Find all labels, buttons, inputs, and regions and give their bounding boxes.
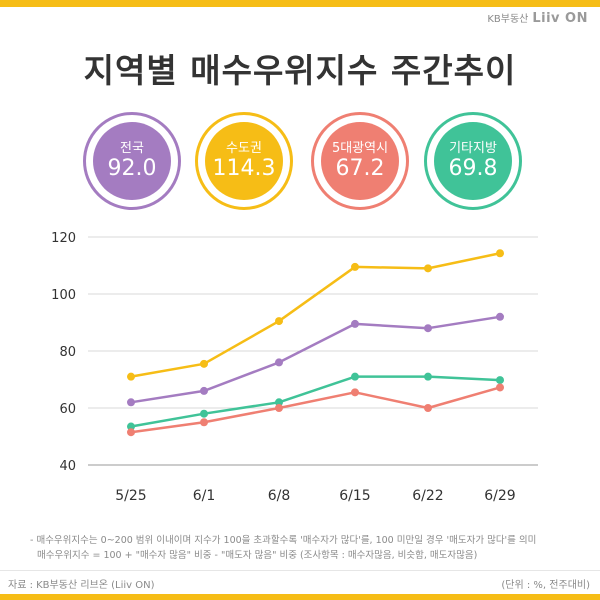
y-tick-label: 80 — [59, 345, 76, 360]
data-point — [424, 264, 432, 273]
data-point — [424, 404, 432, 412]
data-point — [200, 359, 208, 368]
badge-capital-area: 수도권 114.3 — [195, 112, 293, 210]
page-title: 지역별 매수우위지수 주간추이 — [83, 51, 517, 90]
data-point — [127, 398, 135, 407]
badge-other-regions-label: 기타지방 — [449, 140, 497, 156]
badge-other-regions: 기타지방 69.8 — [424, 112, 522, 210]
badge-other-regions-value: 69.8 — [448, 155, 498, 181]
y-tick-label: 60 — [59, 402, 76, 417]
data-point — [351, 319, 359, 328]
brand-logo: KB부동산 Liiv ON — [487, 10, 588, 26]
badge-capital-area-circle: 수도권 114.3 — [205, 122, 283, 200]
footnote-line-2: 매수우위지수 = 100 + "매수자 많음" 비중 - "매도자 많음" 비중… — [37, 550, 478, 561]
data-point — [496, 376, 504, 385]
data-point — [127, 422, 135, 431]
badge-metro-cities-circle: 5대광역시 67.2 — [321, 122, 399, 200]
badge-metro-cities: 5대광역시 67.2 — [311, 112, 409, 210]
x-tick-label: 6/1 — [193, 488, 216, 504]
badge-nationwide-value: 92.0 — [107, 155, 157, 181]
y-tick-label: 40 — [59, 459, 76, 474]
badge-metro-cities-label: 5대광역시 — [331, 140, 389, 156]
data-point — [351, 262, 359, 271]
y-tick-label: 100 — [51, 288, 76, 303]
data-point — [275, 398, 283, 407]
series-line — [130, 386, 501, 434]
data-point — [496, 312, 504, 321]
data-point — [200, 409, 208, 418]
badge-nationwide-circle: 전국 92.0 — [93, 122, 171, 200]
x-tick-label: 6/15 — [339, 488, 370, 504]
badge-nationwide: 전국 92.0 — [83, 112, 181, 210]
x-tick-label: 5/25 — [115, 488, 146, 504]
data-point — [127, 428, 135, 437]
x-tick-label: 6/8 — [268, 488, 291, 504]
top-accent-bar — [0, 0, 600, 7]
logo-small-text: KB부동산 — [487, 14, 529, 25]
badge-other-regions-circle: 기타지방 69.8 — [434, 122, 512, 200]
footnote: - 매수우위지수는 0~200 범위 이내이며 지수가 100을 초과할수록 '… — [30, 533, 590, 563]
badge-metro-cities-value: 67.2 — [335, 155, 385, 181]
unit-text: (단위 : %, 전주대비) — [501, 580, 590, 591]
data-point — [496, 383, 504, 392]
y-tick-label: 120 — [51, 231, 76, 246]
footer-divider — [0, 570, 600, 571]
data-point — [424, 372, 432, 381]
series-line — [130, 315, 501, 404]
data-point — [351, 388, 359, 397]
logo-brand-text: Liiv ON — [532, 11, 588, 26]
x-tick-label: 6/29 — [484, 488, 515, 504]
series-line — [130, 375, 501, 428]
data-point — [275, 317, 283, 326]
badge-capital-area-value: 114.3 — [212, 155, 276, 181]
data-point — [200, 418, 208, 427]
data-point — [200, 386, 208, 395]
series-line — [130, 252, 501, 378]
badge-capital-area-label: 수도권 — [226, 140, 262, 156]
data-point — [275, 358, 283, 367]
data-point — [424, 324, 432, 333]
data-point — [496, 249, 504, 258]
data-point — [275, 404, 283, 412]
x-tick-label: 6/22 — [412, 488, 443, 504]
badge-nationwide-label: 전국 — [120, 140, 144, 156]
bottom-accent-bar — [0, 594, 600, 600]
source-text: 자료 : KB부동산 리브온 (Liiv ON) — [8, 580, 155, 591]
data-point — [127, 372, 135, 381]
data-point — [351, 372, 359, 381]
line-chart: 40 60 80 100 120 5/25 6/1 6/8 6/15 6/22 6/29 — [51, 231, 538, 504]
footnote-line-1: - 매수우위지수는 0~200 범위 이내이며 지수가 100을 초과할수록 '… — [30, 535, 537, 546]
